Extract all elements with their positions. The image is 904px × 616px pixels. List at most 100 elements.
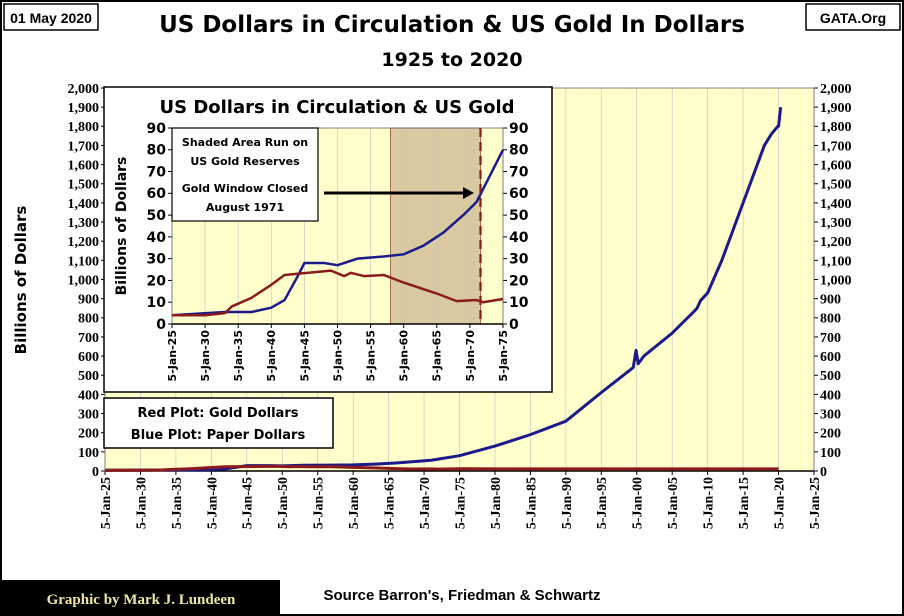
inset-y-axis-label: Billions of Dollars	[114, 157, 130, 296]
y-tick-label-right: 2,000	[820, 82, 852, 97]
x-tick-label: 5-Jan-65	[383, 477, 398, 529]
y-tick-label: 1,800	[68, 120, 100, 135]
x-tick-label: 5-Jan-00	[631, 477, 646, 529]
x-tick-label: 5-Jan-60	[398, 330, 411, 382]
y-tick-label-right: 80	[509, 143, 529, 159]
y-tick-label-right: 60	[509, 186, 529, 202]
annotation-line2: US Gold Reserves	[190, 155, 300, 168]
y-tick-label: 1,900	[68, 101, 100, 116]
y-tick-label-right: 1,300	[820, 216, 852, 231]
x-tick-label: 5-Jan-20	[772, 477, 787, 529]
y-tick-label-right: 1,500	[820, 178, 852, 193]
y-tick-label-right: 40	[509, 230, 529, 246]
y-tick-label: 2,000	[68, 82, 100, 97]
y-tick-label-right: 1,200	[820, 235, 852, 250]
y-tick-label: 0	[156, 317, 166, 333]
y-tick-label-right: 1,100	[820, 254, 852, 269]
y-tick-label-right: 700	[820, 331, 841, 346]
paper-dollars-line	[171, 149, 505, 317]
y-tick-label-right: 90	[509, 121, 529, 137]
y-tick-label-right: 100	[820, 446, 841, 461]
y-tick-label: 1,100	[68, 254, 100, 269]
x-tick-label: 5-Jan-75	[497, 330, 510, 381]
y-tick-label: 600	[78, 350, 99, 365]
shaded-region	[390, 127, 481, 325]
gold-dollars-line	[105, 464, 779, 472]
y-tick-label: 50	[147, 208, 167, 224]
y-tick-label: 40	[147, 230, 167, 246]
x-tick-label: 5-Jan-50	[276, 477, 291, 529]
y-tick-label: 900	[78, 293, 99, 308]
x-tick-label: 5-Jan-90	[560, 477, 575, 529]
y-tick-label: 200	[78, 427, 99, 442]
x-tick-label: 5-Jan-45	[298, 330, 311, 381]
y-tick-label: 80	[147, 143, 167, 159]
x-tick-label: 5-Jan-85	[524, 477, 539, 529]
x-tick-label: 5-Jan-65	[431, 330, 444, 381]
source-label: Source Barron's, Friedman & Schwartz	[324, 587, 601, 604]
y-tick-label: 1,600	[68, 159, 100, 174]
x-tick-label: 5-Jan-05	[666, 477, 681, 529]
y-tick-label: 1,000	[68, 273, 100, 288]
y-tick-label-right: 10	[509, 295, 529, 311]
x-tick-label: 5-Jan-40	[265, 330, 278, 382]
y-tick-label: 1,400	[68, 197, 100, 212]
x-tick-label: 5-Jan-25	[808, 477, 823, 529]
y-tick-label-right: 70	[509, 164, 529, 180]
y-tick-label: 10	[147, 295, 167, 311]
y-tick-label-right: 300	[820, 407, 841, 422]
x-tick-label: 5-Jan-45	[241, 477, 256, 529]
y-tick-label-right: 1,400	[820, 197, 852, 212]
x-tick-label: 5-Jan-70	[418, 477, 433, 529]
annotation-line1: Shaded Area Run on	[182, 136, 308, 149]
x-tick-label: 5-Jan-55	[312, 477, 327, 529]
y-tick-label-right: 30	[509, 252, 529, 268]
y-tick-label-right: 1,700	[820, 139, 852, 154]
annotation-box	[171, 127, 319, 222]
x-tick-label: 5-Jan-25	[166, 330, 179, 381]
x-tick-label: 5-Jan-25	[99, 477, 114, 529]
legend-box	[103, 397, 334, 449]
arrow-head-icon	[463, 187, 474, 199]
y-tick-label: 700	[78, 331, 99, 346]
x-tick-label: 5-Jan-60	[347, 477, 362, 529]
y-tick-label: 1,200	[68, 235, 100, 250]
legend-red: Red Plot: Gold Dollars	[138, 406, 299, 421]
y-tick-label-right: 20	[509, 273, 529, 289]
y-tick-label-right: 400	[820, 388, 841, 403]
y-tick-label: 70	[147, 164, 167, 180]
credit-box	[2, 580, 280, 614]
y-tick-label: 400	[78, 388, 99, 403]
y-tick-label-right: 0	[509, 317, 519, 333]
legend-blue: Blue Plot: Paper Dollars	[131, 428, 306, 443]
x-tick-label: 5-Jan-40	[205, 477, 220, 529]
x-tick-label: 5-Jan-30	[134, 477, 149, 529]
y-tick-label: 800	[78, 312, 99, 327]
annotation-line4: August 1971	[206, 201, 284, 214]
y-tick-label: 300	[78, 407, 99, 422]
y-tick-label: 1,500	[68, 178, 100, 193]
y-tick-label: 0	[92, 465, 99, 480]
x-tick-label: 5-Jan-95	[595, 477, 610, 529]
gold-dollars-line	[172, 269, 504, 317]
date-box	[3, 3, 99, 31]
x-tick-label: 5-Jan-10	[702, 477, 717, 529]
y-tick-label-right: 1,800	[820, 120, 852, 135]
y-tick-label-right: 1,900	[820, 101, 852, 116]
y-tick-label: 1,700	[68, 139, 100, 154]
site-label: GATA.Org	[820, 10, 886, 26]
y-tick-label-right: 500	[820, 369, 841, 384]
y-tick-label: 20	[147, 273, 167, 289]
annotation-line3: Gold Window Closed	[182, 182, 309, 195]
x-tick-label: 5-Jan-30	[199, 330, 212, 382]
x-tick-label: 5-Jan-75	[453, 477, 468, 529]
y-tick-label: 500	[78, 369, 99, 384]
y-tick-label-right: 0	[820, 465, 827, 480]
x-tick-label: 5-Jan-55	[364, 330, 377, 381]
y-tick-label: 90	[147, 121, 167, 137]
y-tick-label-right: 900	[820, 293, 841, 308]
y-tick-label: 30	[147, 252, 167, 268]
y-tick-label-right: 50	[509, 208, 529, 224]
y-tick-label: 1,300	[68, 216, 100, 231]
